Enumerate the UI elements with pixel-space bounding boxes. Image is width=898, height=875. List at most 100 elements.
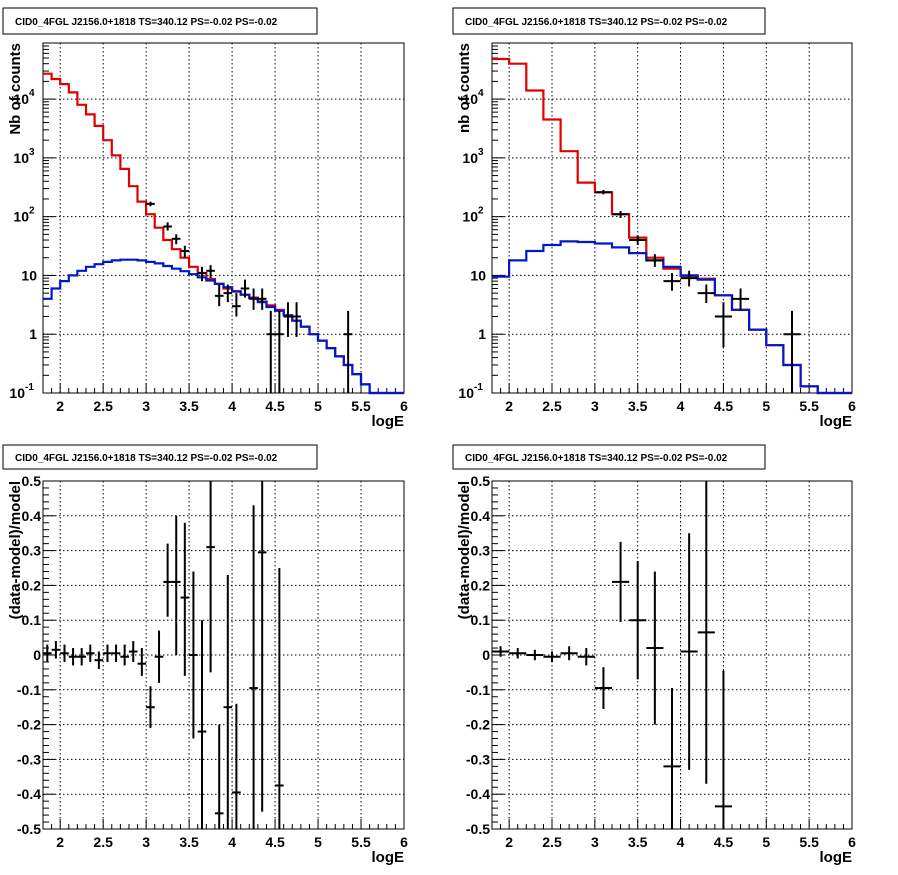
data-point [223,284,233,303]
x-tick-label: 2.5 [542,834,562,850]
chart-title: CID0_4FGL J2156.0+1818 TS=340.12 PS=-0.0… [465,453,728,464]
y-tick-label: 0.2 [471,577,491,593]
y-tick-label: -0.2 [466,717,490,733]
data-point [163,222,172,231]
y-tick-exponent: 4 [29,88,35,99]
chart-panel-top-right: CID0_4FGL J2156.0+1818 TS=340.12 PS=-0.0… [452,7,856,430]
data-point [43,644,52,662]
x-tick-label: 4.5 [265,398,285,414]
data-point [249,288,258,310]
data-point [663,273,681,291]
y-tick-label: 0.5 [471,473,491,489]
y-tick-label: 0.1 [471,612,491,628]
chart-title: CID0_4FGL J2156.0+1818 TS=340.12 PS=-0.0… [15,17,278,28]
data-point [594,667,612,709]
data-point [629,235,647,245]
y-tick-label: 10 [462,91,478,107]
data-point [257,288,267,310]
x-tick-label: 6 [400,834,408,850]
x-tick-label: 4 [677,834,685,850]
y-tick-label: 0.3 [22,543,42,559]
data-point [154,630,164,683]
y-tick-label: 0.2 [22,577,42,593]
x-axis-title: logE [372,413,405,430]
x-tick-label: 2 [56,398,64,414]
data-point [146,201,155,207]
x-tick-label: 3 [591,398,599,414]
x-tick-label: 3.5 [628,834,648,850]
data-point [283,302,293,337]
data-point [492,646,510,657]
y-axis-title: nb of counts [456,43,473,133]
data-point [77,648,86,666]
x-tick-label: 3 [142,398,150,414]
x-tick-label: 2 [505,834,513,850]
y-tick-label: 10 [13,150,29,166]
y-axis-title: (data-model)/model [7,481,24,619]
data-point [214,284,224,307]
data-point [249,505,258,829]
y-tick-label: -0.4 [17,786,41,802]
data-point [560,646,578,661]
x-tick-label: 5 [314,834,322,850]
x-tick-label: 2.5 [93,398,113,414]
y-tick-exponent: 2 [478,206,484,217]
chart-panel-top-left: CID0_4FGL J2156.0+1818 TS=340.12 PS=-0.0… [2,7,408,430]
data-point [543,651,561,662]
chart-title-box [452,7,766,35]
data-point [232,293,241,317]
x-tick-label: 6 [848,834,856,850]
data-point [275,310,284,393]
y-tick-label: 0.3 [471,543,491,559]
data-point [594,189,612,195]
data-point [180,522,190,676]
data-point [85,644,95,662]
data-point [663,688,681,829]
data-point [612,541,630,622]
data-point [171,515,181,655]
chart-title: CID0_4FGL J2156.0+1818 TS=340.12 PS=-0.0… [15,453,278,464]
y-axis-title: Nb of counts [7,43,24,135]
series-line-red [492,57,852,395]
data-point [509,648,527,659]
x-axis-title: logE [820,413,853,430]
data-point [612,210,630,218]
data-point [206,481,215,673]
y-tick-label: 10 [458,385,474,401]
data-point [629,561,647,680]
x-tick-label: 5 [314,398,322,414]
y-tick-label: -0.2 [17,717,41,733]
y-tick-exponent: 2 [29,206,35,217]
x-tick-label: 4.5 [714,834,734,850]
y-tick-exponent: 3 [29,147,35,158]
y-tick-label: 10 [13,91,29,107]
y-tick-exponent: -1 [25,382,34,393]
y-tick-label: 10 [9,385,25,401]
data-point [103,644,112,662]
data-point [137,648,147,676]
y-axis-title: (data-model)/model [456,481,473,619]
x-axis-title: logE [820,849,853,866]
x-tick-label: 2 [505,398,513,414]
series-line-red [43,72,404,395]
data-point [266,310,276,393]
data-point [646,571,664,725]
y-tick-label: 1 [29,326,37,342]
data-point [180,245,190,258]
data-point [732,288,750,311]
data-point [51,641,61,659]
x-tick-label: 5 [762,834,770,850]
data-point [68,648,78,666]
data-point [577,648,595,666]
x-tick-label: 2.5 [542,398,562,414]
y-tick-label: 0 [482,647,490,663]
data-point [646,254,664,267]
data-point [120,644,129,666]
x-tick-label: 5.5 [351,834,371,850]
x-tick-label: 4.5 [265,834,285,850]
y-tick-label: -0.3 [466,751,490,767]
data-point [680,270,698,287]
data-point [94,651,104,669]
x-tick-label: 6 [400,398,408,414]
